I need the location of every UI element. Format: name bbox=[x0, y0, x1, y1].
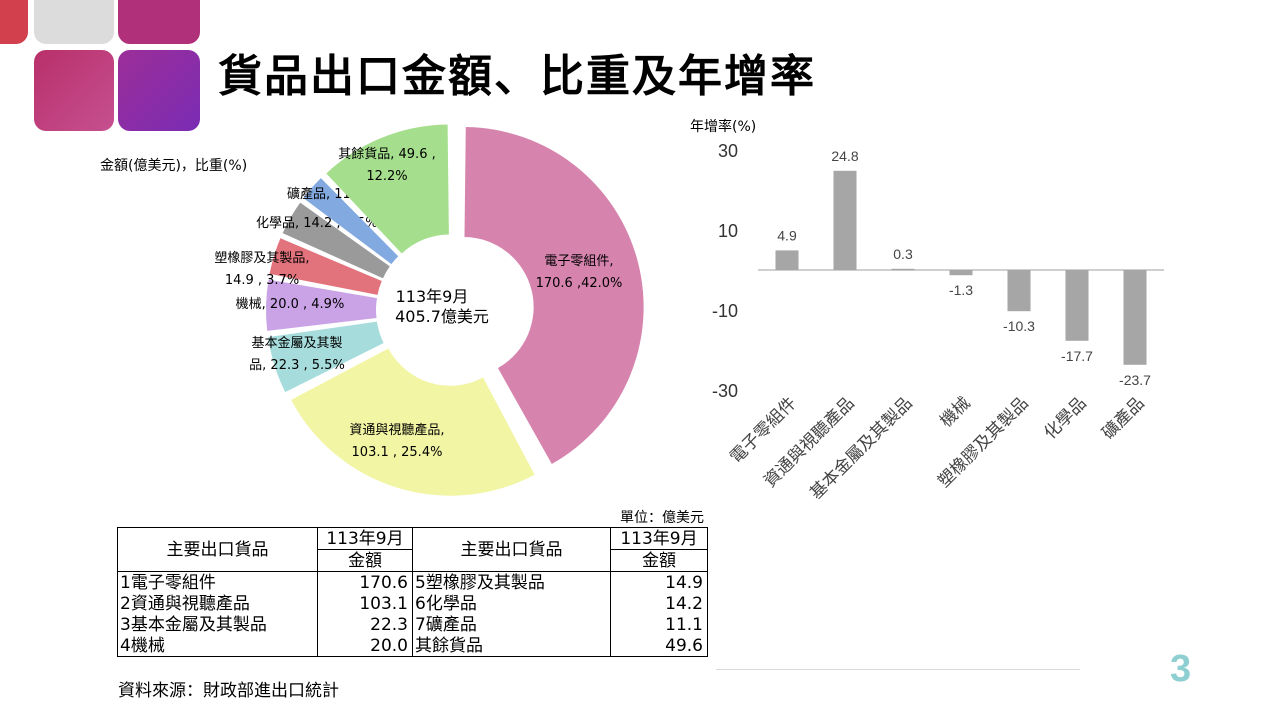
bar-value-label: 24.8 bbox=[831, 148, 858, 164]
decor-square-5 bbox=[118, 50, 200, 131]
table-cell-item: 4機械 bbox=[117, 635, 318, 657]
bar-value-label: 0.3 bbox=[893, 246, 913, 262]
bar-y-tick-label: 10 bbox=[718, 221, 738, 241]
table-cell-value: 22.3 bbox=[317, 614, 413, 635]
table-cell-item: 5塑橡膠及其製品 bbox=[412, 571, 611, 593]
table-cell-item: 7礦產品 bbox=[412, 614, 611, 635]
donut-chart: 電子零組件, 170.6 ,42.0% 資通與視聽產品, 103.1 , 25.4% 基… bbox=[100, 124, 644, 496]
data-source: 資料來源：財政部進出口統計 bbox=[118, 681, 339, 701]
growth-bar-chart: 年增率(%)3010-10-304.9電子零組件24.8資通與視聽產品0.3基本… bbox=[690, 118, 1164, 504]
donut-legend-title: 金額(億美元)，比重(%) bbox=[100, 158, 247, 174]
decor-square-1 bbox=[0, 0, 28, 44]
donut-slice-label: 103.1 , 25.4% bbox=[352, 445, 443, 460]
table-cell-item: 2資通與視聽產品 bbox=[117, 593, 318, 614]
page-number: 3 bbox=[1170, 648, 1192, 690]
bar-y-axis-label: 年增率(%) bbox=[690, 118, 756, 135]
donut-slice bbox=[326, 124, 449, 254]
table-cell-value: 14.2 bbox=[610, 593, 708, 614]
table-cell-value: 20.0 bbox=[317, 635, 413, 657]
table-row: 3基本金屬及其製品 22.3 7礦產品 11.1 bbox=[117, 614, 708, 635]
table-header-amount: 金額 bbox=[610, 549, 708, 572]
bar bbox=[891, 268, 915, 271]
donut-center-label: 405.7億美元 bbox=[395, 307, 489, 326]
donut-center-label: 113年9月 bbox=[396, 287, 469, 306]
export-table: 主要出口貨品 113年9月 主要出口貨品 113年9月 金額 金額 1電子零組件… bbox=[117, 527, 708, 657]
donut-slice-label: 12.2% bbox=[366, 169, 407, 184]
table-cell-value: 103.1 bbox=[317, 593, 413, 614]
bar-y-tick-label: -30 bbox=[712, 381, 738, 401]
table-header-item: 主要出口貨品 bbox=[412, 527, 611, 572]
bar-value-label: -1.3 bbox=[949, 282, 973, 298]
table-cell-item: 6化學品 bbox=[412, 593, 611, 614]
bar-value-label: -17.7 bbox=[1061, 348, 1093, 364]
bar-y-tick-label: -10 bbox=[712, 301, 738, 321]
bar-category-label: 礦產品 bbox=[1098, 393, 1148, 443]
table-row: 2資通與視聽產品 103.1 6化學品 14.2 bbox=[117, 593, 708, 614]
table-cell-value: 11.1 bbox=[610, 614, 708, 635]
table-header-period: 113年9月 bbox=[610, 527, 708, 550]
decor-square-4 bbox=[34, 50, 114, 131]
bar bbox=[1123, 270, 1147, 365]
bar-value-label: 4.9 bbox=[777, 227, 797, 243]
table-cell-value: 14.9 bbox=[610, 571, 708, 593]
decor-square-2 bbox=[34, 0, 114, 44]
bar-category-label: 化學品 bbox=[1040, 393, 1090, 443]
donut-slice-label: 機械, 20.0 , 4.9% bbox=[236, 297, 345, 312]
donut-slice bbox=[266, 279, 377, 331]
donut-slice bbox=[303, 178, 399, 265]
donut-slice-label: 電子零組件, bbox=[544, 254, 613, 269]
bar bbox=[833, 170, 857, 270]
bar bbox=[1007, 270, 1031, 312]
bar-category-label: 機械 bbox=[936, 393, 974, 431]
table-header-amount: 金額 bbox=[317, 549, 413, 572]
table-row: 4機械 20.0 其餘貨品 49.6 bbox=[117, 635, 708, 657]
bar-y-tick-label: 30 bbox=[718, 141, 738, 161]
footer-divider bbox=[716, 669, 1080, 670]
bar bbox=[949, 270, 973, 276]
donut-slice-label: 品, 22.3 , 5.5% bbox=[249, 358, 345, 373]
donut-slice-label: 14.9 , 3.7% bbox=[225, 273, 299, 288]
table-cell-item: 其餘貨品 bbox=[412, 635, 611, 657]
bar-value-label: -10.3 bbox=[1003, 318, 1035, 334]
donut-slice bbox=[464, 127, 644, 464]
donut-slice bbox=[268, 321, 384, 393]
bar bbox=[1065, 270, 1089, 341]
table-cell-item: 1電子零組件 bbox=[117, 571, 318, 593]
table-unit: 單位：億美元 bbox=[620, 509, 704, 525]
table-row: 1電子零組件 170.6 5塑橡膠及其製品 14.9 bbox=[117, 571, 708, 593]
donut-slice-label: 170.6 ,42.0% bbox=[536, 276, 623, 291]
donut-slice bbox=[282, 202, 390, 279]
donut-slice bbox=[269, 238, 382, 295]
table-cell-value: 170.6 bbox=[317, 571, 413, 593]
donut-slice-label: 資通與視聽產品, bbox=[349, 422, 444, 438]
table-cell-item: 3基本金屬及其製品 bbox=[117, 614, 318, 635]
bar-value-label: -23.7 bbox=[1119, 372, 1151, 388]
page-title: 貨品出口金額、比重及年增率 bbox=[218, 51, 816, 102]
donut-slice-label: 基本金屬及其製 bbox=[251, 335, 342, 351]
donut-slice-label: 其餘貨品, 49.6 , bbox=[338, 146, 435, 162]
table-header-period: 113年9月 bbox=[317, 527, 413, 550]
table-cell-value: 49.6 bbox=[610, 635, 708, 657]
table-header-item: 主要出口貨品 bbox=[117, 527, 318, 572]
bar bbox=[775, 250, 799, 270]
donut-slice-label: 塑橡膠及其製品, bbox=[214, 251, 309, 266]
bar-category-label: 基本金屬及其製品 bbox=[806, 393, 916, 503]
decor-square-3 bbox=[118, 0, 200, 44]
donut-slice bbox=[291, 348, 535, 496]
